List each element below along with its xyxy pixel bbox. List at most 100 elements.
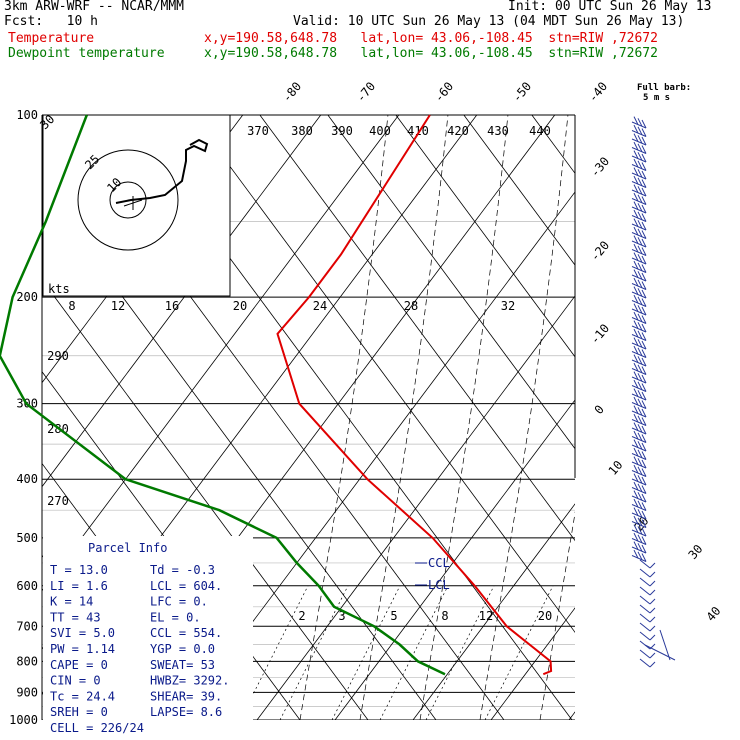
dry-adiabat-line: [55, 115, 505, 720]
theta-label: 440: [529, 124, 551, 138]
hodograph-speed-label: 12: [111, 299, 125, 313]
isotherm-label: 40: [704, 604, 724, 624]
wind-barb-icon: [631, 249, 647, 256]
parcel-info-box: [43, 536, 253, 732]
wind-barb-icon: [639, 595, 651, 605]
wind-barb-flag: [633, 447, 639, 457]
wind-barb-flag: [637, 432, 643, 442]
isotherm-line: [637, 115, 740, 733]
wind-barb-flag: [633, 269, 639, 278]
wind-barb-flag: [633, 345, 639, 355]
wind-barb-flag: [633, 150, 639, 159]
wind-barb-icon: [631, 334, 647, 341]
pressure-label: 100: [16, 108, 38, 122]
wind-barb-flag: [633, 354, 639, 363]
wind-barb-flag: [633, 439, 639, 448]
model-title: 3km ARW-WRF -- NCAR/MMM: [4, 0, 185, 14]
wind-barb-icon: [631, 495, 647, 503]
wind-barb-icon: [639, 649, 651, 659]
wind-barb-icon: [631, 410, 647, 418]
mixing-ratio-line: [484, 585, 554, 720]
wind-barb-icon: [639, 622, 651, 632]
wind-barb-flag: [649, 562, 656, 569]
isotherm-line: [412, 503, 575, 720]
wind-barb-icon: [631, 487, 647, 494]
isotherm-label: -80: [280, 79, 305, 105]
wind-barb-icon: [631, 461, 647, 469]
wind-barb-flag: [641, 238, 647, 248]
wind-barb-icon: [631, 266, 647, 273]
isotherm-label: 30: [686, 542, 706, 562]
isotherm-label: 10: [606, 458, 626, 478]
hodograph-trace: [115, 138, 209, 204]
mixing-ratio-line: [279, 585, 349, 720]
isotherm-line: [0, 115, 9, 733]
wind-barb-flag: [641, 264, 647, 273]
wind-barb-flag: [641, 170, 647, 180]
mixing-ratio-label: 8: [441, 609, 448, 623]
wind-barb-flag: [637, 186, 643, 195]
wind-barb-flag: [637, 160, 643, 170]
wind-barb-icon: [631, 376, 647, 384]
isotherm-label: -40: [586, 79, 611, 105]
parcel-info-left: CELL = 226/24: [50, 721, 144, 735]
wind-barb-flag: [637, 449, 643, 459]
wind-barb-flag: [641, 519, 647, 528]
pressure-label: 200: [16, 290, 38, 304]
dry-adiabat-line: [42, 279, 369, 720]
wind-barb-flag: [637, 543, 643, 552]
wind-barb-icon: [639, 604, 651, 614]
wind-barb-flag: [633, 396, 639, 406]
wind-barb-flag: [641, 272, 647, 282]
wind-barb-icon: [631, 164, 647, 171]
wind-barb-flag: [633, 167, 639, 176]
wind-barb-flag: [641, 408, 647, 418]
wind-barb-flag: [637, 517, 643, 527]
wind-barb-flag: [633, 379, 639, 389]
forecast-hour: Fcst: 10 h: [4, 14, 98, 29]
wind-barb-flag: [633, 541, 639, 550]
wind-barb-flag: [641, 383, 647, 392]
wind-barb-icon: [659, 629, 671, 661]
wind-barb-flag: [633, 337, 639, 346]
theta-label: 370: [247, 124, 269, 138]
wind-barb-flag: [637, 118, 643, 127]
parcel-info-right: LFC = 0.: [150, 595, 208, 609]
wind-barb-flag: [633, 201, 639, 210]
wind-barb-flag: [633, 413, 639, 423]
dry-adiabat-line: [395, 115, 575, 358]
wind-barb-flag: [641, 451, 647, 460]
mixing-ratio-label: 2: [298, 609, 305, 623]
wind-barb-flag: [637, 254, 643, 263]
wind-barb-flag: [641, 493, 647, 503]
wind-barb-flag: [649, 589, 656, 596]
wind-barb-flag: [641, 536, 647, 545]
wind-barb-flag: [633, 430, 639, 440]
wind-barb-icon: [639, 559, 651, 569]
wind-barb-icon: [631, 291, 647, 299]
parcel-info-right: Td = -0.3: [150, 563, 215, 577]
wind-barb-flag: [649, 598, 656, 605]
wind-barb-flag: [633, 235, 639, 244]
wind-barb-flag: [637, 279, 643, 289]
wind-barb-flag: [637, 220, 643, 229]
dry-adiabat-line: [327, 115, 575, 450]
wind-barb-flag: [637, 135, 643, 144]
wind-barb-flag: [641, 366, 647, 375]
pressure-label: 700: [16, 619, 38, 633]
wind-barb-flag: [641, 391, 647, 401]
wind-barb-flag: [641, 332, 647, 341]
wind-barb-icon: [631, 232, 647, 239]
wind-barb-icon: [631, 240, 647, 248]
wind-barb-flag: [633, 405, 639, 414]
wind-barb-flag: [641, 485, 647, 494]
dry-adiabat-line: [496, 0, 740, 720]
hodograph-unit-label: kts: [48, 282, 70, 296]
wind-barb-flag: [637, 466, 643, 476]
wind-barb-flag: [641, 323, 647, 333]
wind-barb-flag: [641, 196, 647, 205]
parcel-info-left: TT = 43: [50, 610, 101, 624]
wind-barb-flag: [637, 296, 643, 306]
